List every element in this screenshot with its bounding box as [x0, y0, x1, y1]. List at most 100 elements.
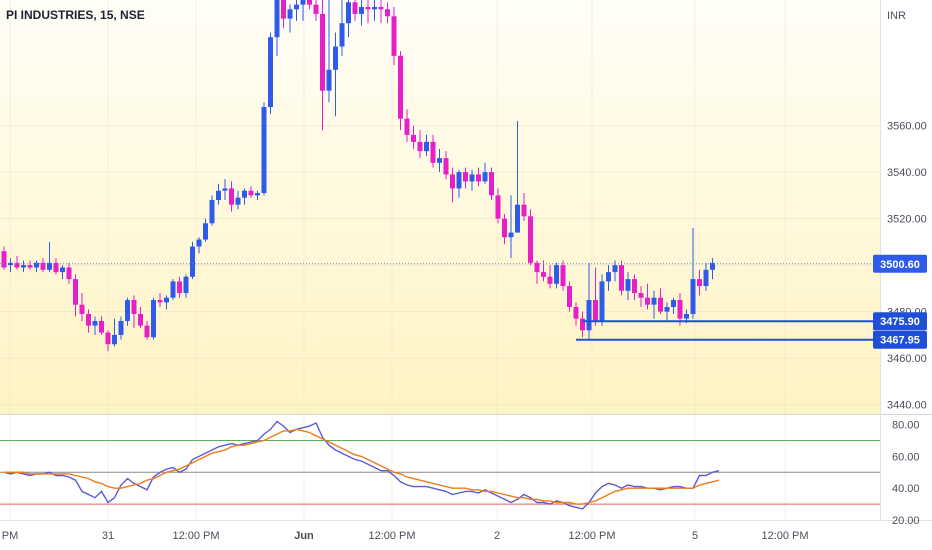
- candle-body: [534, 262, 540, 273]
- candle-body: [66, 267, 72, 280]
- last-price-tag: [873, 254, 927, 273]
- candle-body: [632, 279, 637, 294]
- rsi-reference-lines: [0, 439, 880, 505]
- candle-body: [651, 297, 657, 305]
- candle-body: [359, 6, 364, 14]
- candle-body: [443, 158, 449, 175]
- candle-body: [690, 279, 696, 314]
- candle-body: [248, 190, 254, 196]
- candle-body: [209, 200, 215, 224]
- rsi-tick-label: 20.00: [892, 515, 920, 527]
- rsi-lines: [3, 420, 720, 510]
- time-tick-label: 12:00 PM: [761, 530, 808, 542]
- candle-body: [151, 300, 156, 338]
- time-tick-label: PM: [2, 530, 19, 542]
- candle-body: [560, 265, 566, 287]
- candle-body: [398, 55, 403, 119]
- candle-body: [619, 265, 624, 291]
- candle-body: [489, 172, 494, 196]
- candle-body: [463, 172, 468, 182]
- price-tick-label: 3460.00: [887, 353, 927, 365]
- level-price-tag: [873, 312, 927, 331]
- candle-body: [638, 293, 644, 298]
- candle-body: [313, 4, 319, 14]
- time-tick-label: Jun: [294, 530, 314, 542]
- candle-body: [60, 267, 65, 273]
- candle-body: [658, 297, 663, 312]
- candle-body: [528, 216, 533, 263]
- time-tick-label: 12:00 PM: [568, 530, 615, 542]
- candle-body: [333, 46, 338, 70]
- candle-body: [645, 297, 650, 305]
- candle-body: [391, 16, 397, 56]
- candle-body: [404, 118, 410, 135]
- price-pane-background: [0, 0, 880, 414]
- candle-body: [365, 6, 371, 10]
- time-tick-label: 5: [692, 530, 698, 542]
- candle-body: [14, 262, 20, 268]
- candle-body: [586, 300, 592, 331]
- candle-body: [320, 13, 325, 91]
- last-price-tag-label: 3500.60: [880, 259, 920, 271]
- candle-body: [573, 307, 579, 319]
- rsi-tick-label: 80.00: [892, 420, 920, 432]
- candle-body: [502, 218, 507, 238]
- candle-body: [710, 262, 715, 270]
- grid: [0, 0, 880, 520]
- candle-body: [92, 320, 98, 326]
- candle-body: [170, 281, 176, 298]
- price-tags: 3475.90 3467.95 3500.60: [873, 254, 927, 349]
- candle-body: [8, 262, 13, 266]
- level-price-tag: [873, 330, 927, 349]
- time-tick-label: 31: [102, 530, 114, 542]
- time-tick-label: 12:00 PM: [172, 530, 219, 542]
- chart-title: PI INDUSTRIES, 15, NSE: [6, 8, 145, 22]
- candle-body: [625, 279, 631, 291]
- rsi-tick-label: 40.00: [892, 483, 920, 495]
- candle-body: [612, 265, 618, 273]
- candle-body: [287, 9, 293, 19]
- candle-body: [606, 272, 611, 282]
- candle-body: [255, 193, 260, 196]
- candle-body: [580, 318, 585, 331]
- candle-body: [34, 262, 39, 268]
- rsi-pane-background: [0, 415, 880, 520]
- candle-body: [677, 300, 683, 319]
- candle-body: [118, 320, 124, 335]
- candle-body: [430, 141, 436, 163]
- candle-body: [307, 0, 312, 5]
- candle-body: [547, 276, 553, 284]
- candle-body: [196, 239, 202, 247]
- rsi-ma-line: [4, 428, 720, 505]
- time-tick-label: 12:00 PM: [368, 530, 415, 542]
- candle-body: [521, 204, 527, 217]
- price-tick-label: 3560.00: [887, 121, 927, 133]
- candle-body: [352, 2, 358, 14]
- candle-body: [385, 9, 390, 17]
- candle-body: [372, 6, 377, 10]
- candle-body: [567, 286, 572, 308]
- candle-body: [326, 69, 332, 91]
- price-tick-label: 3540.00: [887, 167, 927, 179]
- candle-body: [131, 300, 137, 314]
- candle-body: [73, 279, 78, 305]
- candle-body: [469, 174, 475, 182]
- horizontal-levels[interactable]: [576, 320, 880, 341]
- candle-body: [437, 158, 442, 163]
- rsi-line: [3, 420, 720, 510]
- candle-body: [222, 188, 228, 191]
- candle-body: [242, 190, 247, 198]
- candle-body: [99, 320, 104, 333]
- candle-body: [203, 223, 208, 240]
- candle-body: [112, 334, 117, 345]
- candle-body: [190, 246, 195, 277]
- candle-body: [216, 190, 221, 201]
- candle-body: [1, 251, 7, 268]
- candle-body: [53, 262, 59, 273]
- candle-body: [482, 172, 488, 182]
- candle-body: [105, 332, 111, 345]
- candle-body: [346, 2, 351, 24]
- candles: [1, 0, 715, 352]
- price-tick-label: 3440.00: [887, 400, 927, 412]
